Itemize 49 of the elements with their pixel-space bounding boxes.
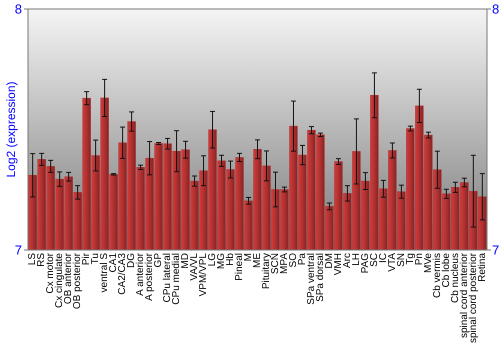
x-tick-label: Pir [81, 252, 92, 266]
x-tick-label: Cb lobe [440, 252, 452, 288]
y2-tick-label: 8 [492, 2, 500, 16]
x-tick-label: A anterior [135, 252, 146, 296]
y2-tick-label: 7 [492, 242, 500, 258]
x-tick-label: Hb [225, 252, 236, 266]
x-tick-label: Pituitary [260, 253, 272, 290]
y-axis-title: Log2 (expression) [4, 81, 18, 178]
x-tick-label: spinal cord anterior [458, 252, 470, 338]
x-tick-label: PAG [360, 252, 371, 274]
x-tick-label: Tu [90, 253, 102, 264]
x-tick-label: spinal cord posterior [468, 252, 479, 344]
x-tick-label: LH [350, 253, 362, 266]
x-tick-label: DM [324, 253, 335, 269]
x-tick-label: MPA [278, 252, 290, 274]
x-tick-label: SO [288, 252, 299, 268]
x-tick-label: A posterior [144, 252, 156, 301]
x-tick-label: CA1 [108, 252, 120, 272]
x-tick-label: CPu medial [171, 253, 182, 305]
x-tick-label: RS [36, 252, 48, 267]
x-tick-label: LS [27, 252, 38, 266]
x-tick-label: IC [378, 253, 389, 263]
x-tick-label: SPa dorsal [314, 253, 326, 302]
x-tick-label: Cx cingulate [54, 252, 66, 308]
x-tick-label: MVe [422, 252, 434, 274]
x-tick-label: VTA [386, 252, 398, 272]
x-tick-label: VMH [332, 253, 344, 276]
x-tick-label: LG [207, 252, 218, 266]
x-tick-label: CA2/CA3 [117, 252, 128, 295]
x-tick-label: Pa [296, 252, 308, 266]
x-tick-label: OB anterior [63, 252, 74, 304]
x-tick-label: OB posterior [72, 252, 84, 310]
x-tick-label: Cb nucleus [450, 253, 461, 304]
x-tick-label: Pn [414, 253, 425, 266]
x-tick-label: Tg [404, 253, 416, 265]
x-tick-label: GP [153, 252, 164, 268]
x-tick-label: SN [396, 253, 407, 267]
x-tick-label: Cb vermis [432, 253, 443, 298]
x-tick-label: VPM/VPL [198, 252, 210, 296]
x-tick-label: SPa ventral [306, 253, 317, 305]
x-tick-label: Arc [342, 253, 353, 268]
x-tick-label: Retina [476, 252, 488, 282]
x-tick-label: ME [252, 252, 263, 268]
x-tick-label: Pineal [234, 253, 246, 281]
x-tick-label: SC [368, 253, 380, 267]
x-tick-label: M [243, 253, 254, 262]
x-tick-label: DG [126, 252, 138, 268]
x-tick-label: SCN [270, 253, 281, 274]
x-tick-label: ventral S [99, 252, 110, 292]
